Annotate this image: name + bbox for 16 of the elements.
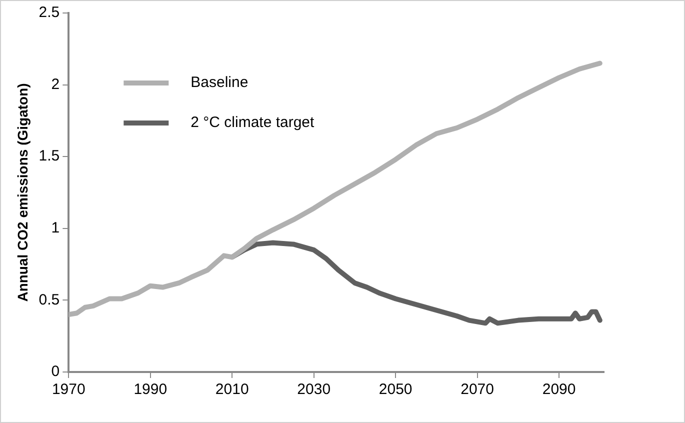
x-tick-label: 2030 — [297, 381, 331, 398]
y-tick-label: 2 — [51, 76, 60, 93]
x-tick-label: 2050 — [378, 381, 412, 398]
y-tick-label: 2.5 — [38, 4, 60, 22]
x-tick-label: 2010 — [215, 381, 249, 398]
legend-label: 2 °C climate target — [190, 114, 316, 132]
x-tick-label: 1970 — [52, 381, 86, 398]
y-axis-title: Annual CO2 emissions (Gigaton) — [14, 83, 30, 302]
y-tick-label: 1.5 — [38, 148, 60, 165]
y-tick-label: 0 — [51, 363, 60, 380]
x-tick-label: 1990 — [134, 381, 168, 398]
legend-label: Baseline — [190, 74, 248, 92]
x-tick-label: 2070 — [460, 381, 494, 398]
y-tick-label: 0.5 — [38, 291, 60, 308]
x-tick-label: 2090 — [542, 381, 576, 398]
y-tick-label: 1 — [51, 220, 60, 237]
